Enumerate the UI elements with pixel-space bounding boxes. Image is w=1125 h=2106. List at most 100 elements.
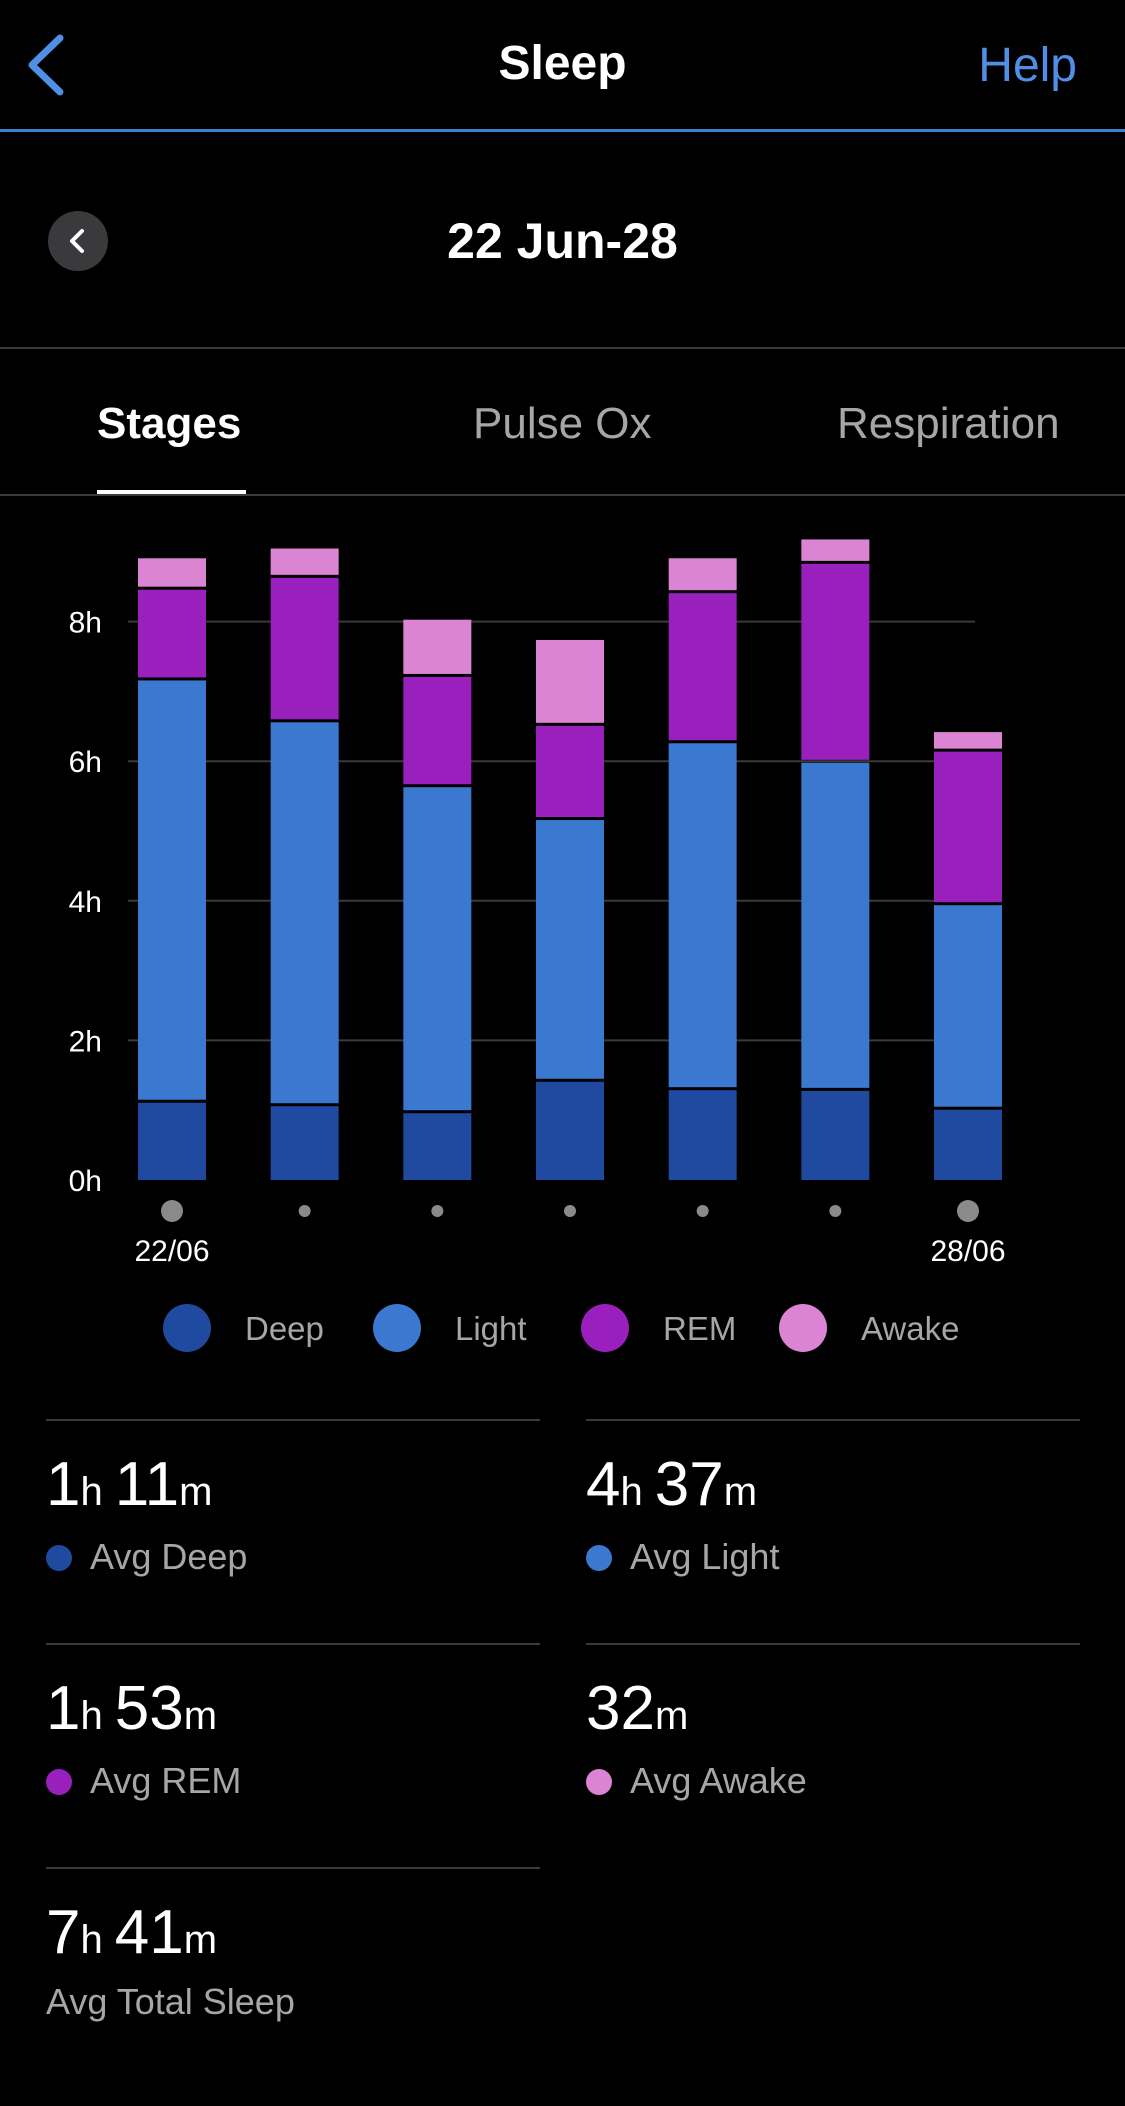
stat-value: 7h 41m <box>46 1897 217 1968</box>
stat-value: 4h 37m <box>586 1449 757 1520</box>
stat-value: 1h 11m <box>46 1449 212 1520</box>
stat-hours-unit: h <box>80 1918 103 1962</box>
stat-label-text: Avg Deep <box>90 1536 248 1577</box>
legend-swatch-rem <box>581 1304 629 1352</box>
bar-segment-awake[interactable] <box>934 732 1002 749</box>
legend-label: Light <box>455 1310 527 1347</box>
bar-segment-rem[interactable] <box>934 751 1002 903</box>
bar-segment-deep[interactable] <box>934 1109 1002 1180</box>
stat-minutes-unit: m <box>723 1470 758 1514</box>
stat-label: Avg REM <box>46 1760 241 1802</box>
tab-pulse-ox[interactable]: Pulse Ox <box>473 399 652 448</box>
stat-hours: 1 <box>46 1450 81 1519</box>
bar-segment-rem[interactable] <box>801 563 870 760</box>
stat-avg-rem: 1h 53m Avg REM <box>46 1643 540 1843</box>
bar-segment-deep[interactable] <box>138 1102 206 1180</box>
deep-dot-icon <box>46 1545 72 1571</box>
bar-segment-light[interactable] <box>138 680 206 1100</box>
stat-avg-light: 4h 37m Avg Light <box>586 1419 1080 1619</box>
bar-segment-deep[interactable] <box>801 1090 870 1180</box>
bar-segment-light[interactable] <box>934 905 1002 1107</box>
date-range-label: 22 Jun-28 <box>447 213 678 269</box>
stat-hours-unit: h <box>80 1470 103 1514</box>
light-dot-icon <box>586 1545 612 1571</box>
rem-dot-icon <box>46 1769 72 1795</box>
stat-hours-unit: h <box>80 1694 103 1738</box>
sleep-stages-chart: 0h 2h 4h 6h 8h 22/06 28/06 <box>0 520 1125 1280</box>
y-tick-label: 8h <box>69 607 102 640</box>
bar-segment-awake[interactable] <box>801 539 870 561</box>
legend-swatch-awake <box>779 1304 827 1352</box>
x-axis-dot <box>431 1205 444 1217</box>
bar-segment-awake[interactable] <box>138 558 206 587</box>
stat-label: Avg Light <box>586 1536 779 1578</box>
bar-segment-awake[interactable] <box>668 558 737 591</box>
bar-segment-awake[interactable] <box>403 619 472 674</box>
stat-hours: 4 <box>586 1450 621 1519</box>
bar-segment-deep[interactable] <box>668 1090 737 1180</box>
stat-label-text: Avg REM <box>90 1760 242 1801</box>
bar-segment-rem[interactable] <box>138 589 206 678</box>
bar-segment-rem[interactable] <box>270 577 339 720</box>
bar-segment-light[interactable] <box>536 820 604 1079</box>
bar-segment-rem[interactable] <box>536 725 604 818</box>
y-tick-label: 6h <box>69 746 102 779</box>
legend-swatch-light <box>373 1304 421 1352</box>
stat-label: Avg Total Sleep <box>46 1981 295 2023</box>
stat-label: Avg Deep <box>46 1536 247 1578</box>
legend-label: REM <box>663 1310 737 1347</box>
stat-avg-deep: 1h 11m Avg Deep <box>46 1419 540 1619</box>
bar-segment-light[interactable] <box>801 762 870 1088</box>
bar-segment-light[interactable] <box>403 787 472 1111</box>
x-tick-label: 22/06 <box>134 1235 209 1268</box>
stat-minutes: 41 <box>114 1898 184 1967</box>
bar-segment-deep[interactable] <box>536 1081 604 1180</box>
bar-segment-awake[interactable] <box>270 548 339 575</box>
previous-period-button[interactable] <box>48 211 108 271</box>
back-button[interactable] <box>22 30 82 100</box>
y-tick-label: 4h <box>69 886 102 919</box>
stat-label-text: Avg Awake <box>630 1760 807 1801</box>
chevron-left-icon <box>28 34 64 96</box>
active-tab-indicator <box>97 490 246 494</box>
stat-value: 1h 53m <box>46 1673 217 1744</box>
tab-bar: Stages Pulse Ox Respiration <box>0 349 1125 496</box>
stat-hours: 1 <box>46 1674 81 1743</box>
y-tick-label: 0h <box>69 1165 102 1198</box>
x-axis-dot <box>564 1205 576 1217</box>
bar-segment-deep[interactable] <box>270 1106 339 1180</box>
stat-label-text: Avg Total Sleep <box>46 1981 295 2022</box>
tab-stages[interactable]: Stages <box>97 399 242 448</box>
bar-segment-rem[interactable] <box>668 593 737 741</box>
bar-segment-rem[interactable] <box>403 676 472 785</box>
stat-value: 32m <box>586 1673 688 1744</box>
stat-minutes: 53 <box>114 1674 184 1743</box>
bar-segment-deep[interactable] <box>403 1113 472 1180</box>
x-tick-label: 28/06 <box>930 1235 1005 1268</box>
stat-minutes-unit: m <box>179 1470 213 1514</box>
stat-minutes: 32 <box>586 1674 655 1743</box>
x-axis-dot <box>696 1205 709 1217</box>
stat-hours: 7 <box>46 1898 81 1967</box>
chart-legend: Deep Light REM Awake <box>0 1300 1125 1356</box>
x-axis-dot <box>298 1205 311 1217</box>
y-tick-label: 2h <box>69 1025 102 1058</box>
legend-label: Awake <box>861 1310 960 1347</box>
bar-segment-awake[interactable] <box>536 639 604 723</box>
legend-label: Deep <box>245 1310 324 1347</box>
legend-swatch-deep <box>163 1304 211 1352</box>
stat-avg-awake: 32m Avg Awake <box>586 1643 1080 1843</box>
bar-segment-light[interactable] <box>668 743 737 1088</box>
date-selector: 22 Jun-28 <box>0 132 1125 349</box>
chart-svg: 0h 2h 4h 6h 8h 22/06 28/06 <box>69 539 1006 1268</box>
help-button[interactable]: Help <box>978 39 1077 92</box>
page-title: Sleep <box>498 37 627 90</box>
chevron-left-icon <box>70 229 84 253</box>
stat-minutes: 11 <box>114 1450 180 1519</box>
x-axis-dot <box>957 1200 979 1222</box>
stat-avg-total-sleep: 7h 41m Avg Total Sleep <box>46 1867 540 2067</box>
navigation-bar: Sleep Help <box>0 0 1125 132</box>
stat-minutes-unit: m <box>183 1694 218 1738</box>
tab-respiration[interactable]: Respiration <box>837 399 1060 448</box>
bar-segment-light[interactable] <box>270 722 339 1104</box>
